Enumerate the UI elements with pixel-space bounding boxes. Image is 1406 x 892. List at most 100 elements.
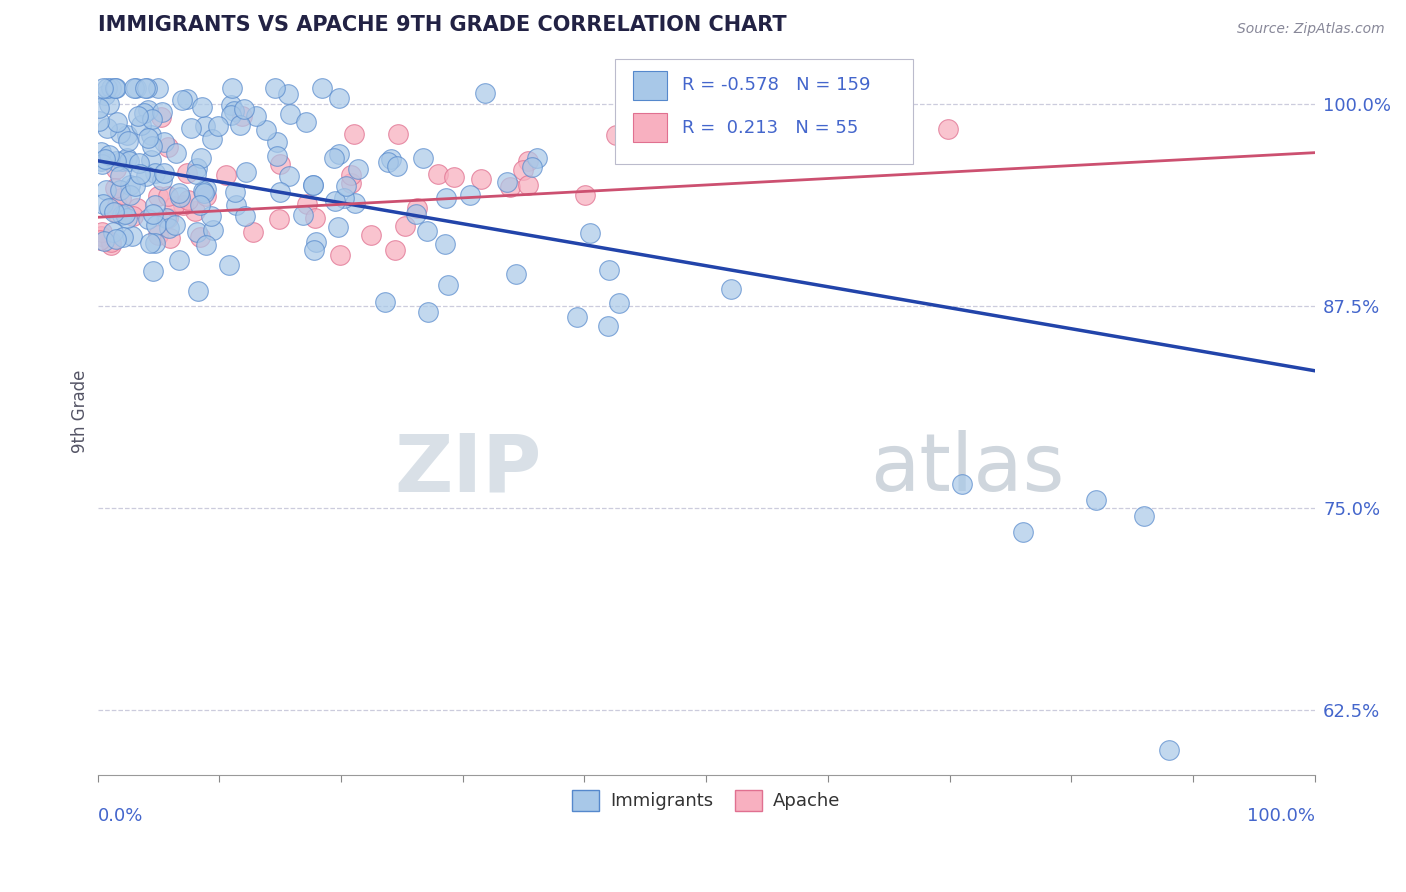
Point (105, 115, 128, 129)
Point (94, 152, 117, 166)
Point (436, 191, 458, 205)
Point (143, 166, 166, 180)
Point (152, 166, 174, 180)
Point (218, 258, 240, 272)
Point (607, 296, 630, 310)
Point (235, 165, 257, 179)
Point (89, 233, 111, 247)
Point (142, 207, 165, 221)
Point (143, 198, 166, 212)
Point (142, 264, 165, 278)
Point (146, 227, 169, 242)
Point (517, 178, 540, 193)
Point (520, 160, 543, 174)
Point (183, 203, 205, 218)
Point (277, 169, 299, 184)
Point (98, 148, 121, 162)
Point (266, 136, 288, 150)
Point (115, 128, 138, 143)
Point (90, 145, 112, 159)
Point (434, 237, 457, 252)
Point (96, 81, 118, 95)
Point (129, 167, 152, 181)
Point (278, 107, 301, 121)
Point (297, 197, 319, 211)
Point (87, 113, 110, 128)
Point (146, 189, 169, 203)
Point (512, 163, 534, 178)
Point (219, 108, 242, 122)
Point (1133, 509, 1156, 524)
Point (328, 147, 350, 161)
Point (100, 81, 122, 95)
Point (176, 194, 198, 208)
Point (221, 81, 243, 95)
Point (190, 152, 212, 166)
Point (266, 149, 288, 163)
Point (97, 202, 120, 216)
Point (1011, 525, 1033, 540)
Point (302, 178, 325, 192)
Point (104, 161, 127, 176)
Point (384, 244, 406, 258)
Point (415, 224, 437, 238)
Point (172, 198, 194, 212)
Point (311, 81, 333, 95)
Y-axis label: 9th Grade: 9th Grade (72, 369, 89, 453)
Point (443, 170, 465, 185)
Point (269, 157, 291, 171)
Point (87, 101, 110, 115)
Point (292, 208, 315, 222)
Point (470, 172, 492, 186)
Text: R = -0.578   N = 159: R = -0.578 N = 159 (682, 77, 870, 95)
Point (201, 131, 224, 145)
Point (104, 181, 127, 195)
Point (167, 186, 190, 200)
Point (155, 211, 177, 225)
Point (96, 120, 118, 135)
Point (302, 178, 325, 192)
Point (111, 153, 134, 168)
Point (380, 153, 402, 167)
Point (124, 81, 146, 95)
Point (112, 230, 135, 244)
Point (163, 199, 186, 213)
Point (360, 228, 382, 243)
Point (596, 319, 619, 334)
Point (426, 168, 449, 182)
Point (720, 282, 742, 296)
Point (295, 114, 318, 128)
Point (574, 188, 596, 202)
Text: 0.0%: 0.0% (97, 807, 143, 825)
Point (186, 161, 208, 175)
Point (141, 139, 163, 153)
Point (128, 156, 150, 170)
Point (304, 211, 326, 226)
Point (93, 235, 115, 249)
Point (145, 218, 167, 232)
Point (195, 189, 218, 203)
Point (304, 235, 326, 249)
Point (418, 305, 440, 319)
Point (517, 153, 540, 168)
Point (191, 184, 214, 198)
Point (405, 207, 427, 221)
Point (496, 175, 519, 189)
Point (579, 226, 602, 240)
Point (114, 207, 136, 221)
Point (565, 310, 588, 324)
Point (195, 181, 218, 195)
Point (194, 237, 217, 252)
Point (499, 179, 522, 194)
Point (328, 220, 350, 235)
Point (136, 131, 159, 145)
Point (437, 278, 460, 293)
Point (124, 179, 146, 194)
Point (233, 102, 256, 116)
Point (135, 169, 157, 183)
Point (100, 237, 122, 252)
Point (191, 100, 214, 114)
Point (104, 81, 127, 95)
Point (149, 111, 172, 125)
Point (1084, 492, 1107, 507)
